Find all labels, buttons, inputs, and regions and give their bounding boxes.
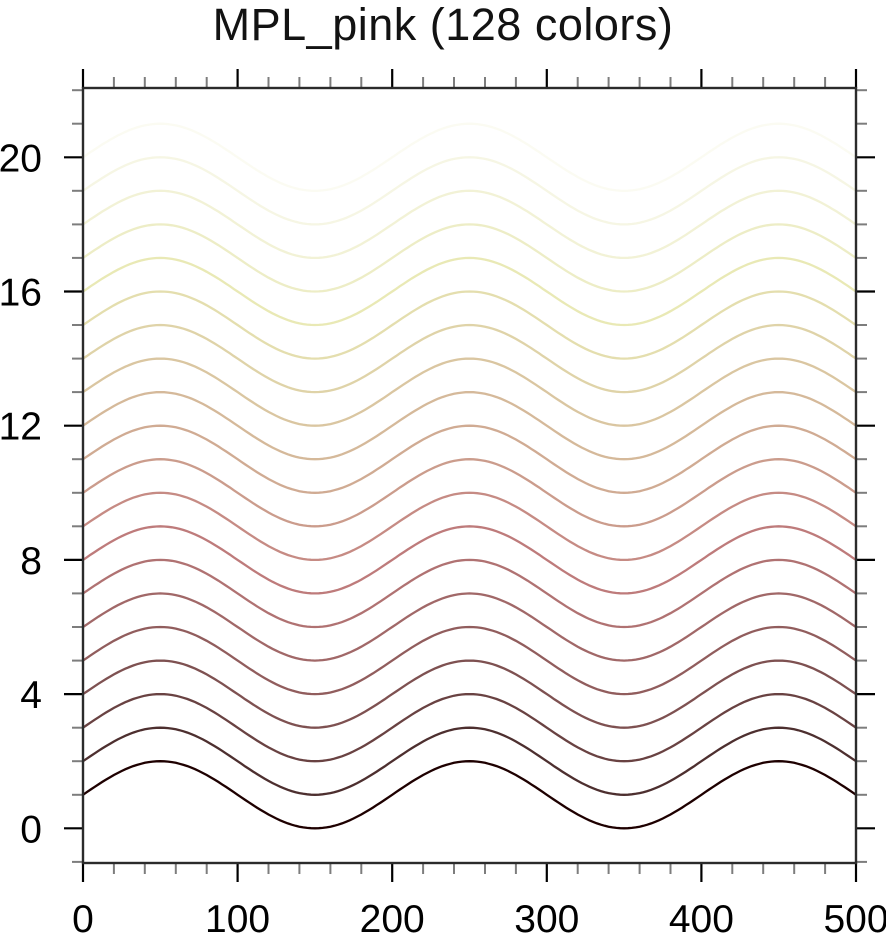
sine-curve-6 (81, 592, 858, 662)
x-tick-label-300: 300 (514, 898, 579, 935)
sine-curve-9 (81, 491, 858, 562)
x-tick-label-100: 100 (205, 898, 270, 935)
sine-curve-8 (81, 525, 858, 595)
major-ticks (64, 69, 875, 882)
x-tick-labels: 0 100 200 300 400 500 (72, 898, 886, 935)
plot-frame (81, 86, 858, 865)
sine-curve-17 (81, 223, 858, 293)
sine-curve-21 (81, 89, 858, 159)
y-tick-label-0: 0 (20, 808, 42, 851)
sine-curve-15 (81, 290, 858, 360)
sine-curve-14 (81, 323, 858, 394)
sine-curve-20 (81, 122, 858, 192)
y-tick-label-4: 4 (20, 674, 42, 717)
sine-curves (81, 89, 858, 830)
plot-title: MPL_pink (128 colors) (212, 0, 674, 50)
x-tick-label-400: 400 (669, 898, 734, 935)
sine-curve-12 (81, 390, 858, 461)
sine-curve-16 (81, 256, 858, 327)
x-tick-label-500: 500 (823, 898, 886, 935)
sine-curve-18 (81, 189, 858, 260)
sine-curve-10 (81, 458, 858, 528)
sine-curve-7 (81, 558, 858, 629)
y-tick-label-20: 20 (0, 137, 42, 180)
sine-curve-11 (81, 424, 858, 494)
x-tick-label-0: 0 (72, 898, 94, 935)
sine-curve-5 (81, 625, 858, 696)
sine-curve-3 (81, 692, 858, 763)
sine-curve-2 (81, 726, 858, 796)
y-tick-label-12: 12 (0, 406, 42, 449)
y-tick-label-16: 16 (0, 272, 42, 315)
x-tick-label-200: 200 (360, 898, 425, 935)
y-tick-label-8: 8 (20, 540, 42, 583)
sine-curve-19 (81, 156, 858, 226)
sine-curve-13 (81, 357, 858, 427)
minor-ticks (72, 77, 867, 874)
sine-curve-4 (81, 659, 858, 729)
y-tick-labels: 0 4 8 12 16 20 (0, 137, 42, 851)
sine-curve-1 (81, 760, 858, 830)
